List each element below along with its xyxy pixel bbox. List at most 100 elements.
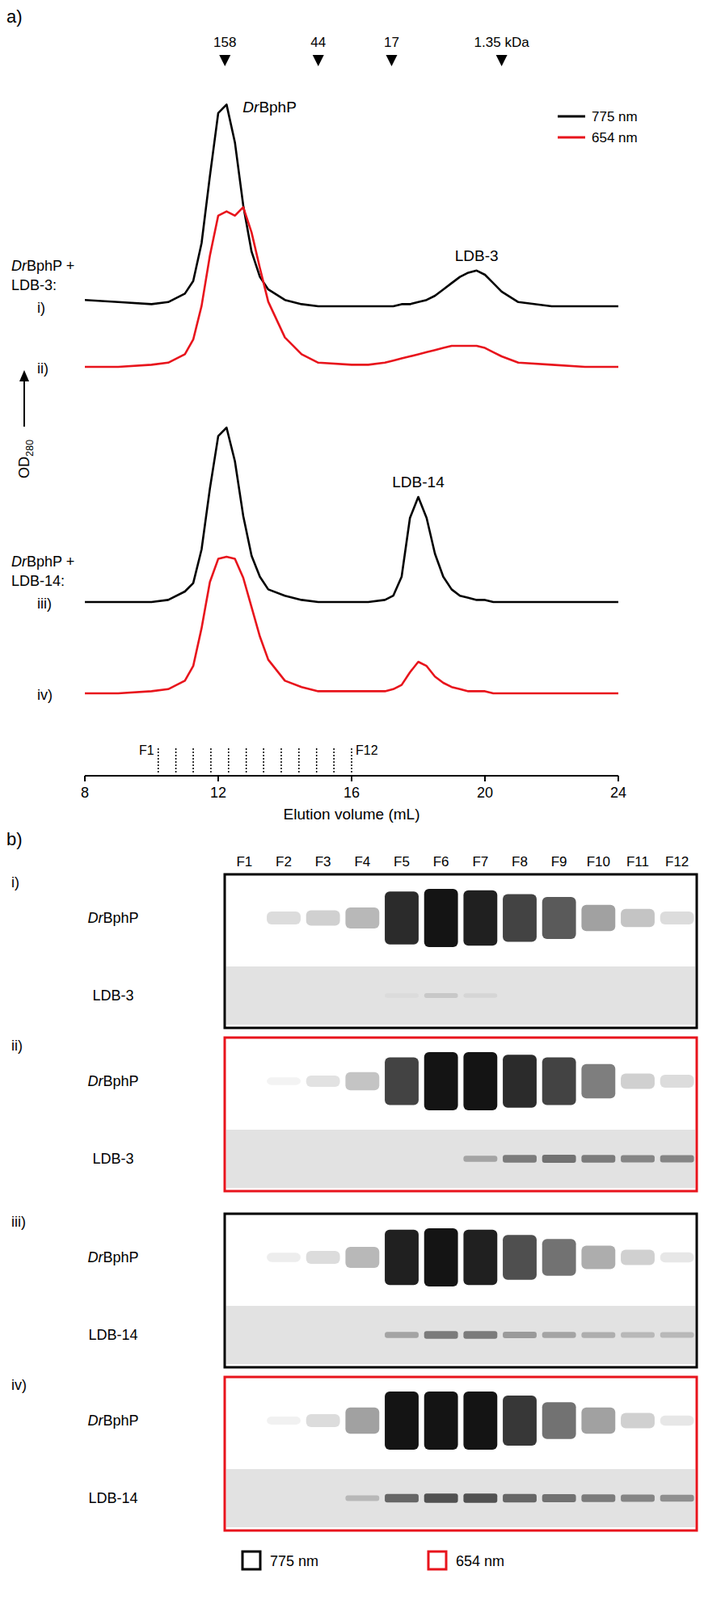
band <box>345 1333 380 1338</box>
band <box>502 994 537 999</box>
y-axis-title: OD280 <box>16 439 36 479</box>
fraction-line <box>227 748 230 775</box>
band <box>345 1072 380 1092</box>
band <box>542 1239 577 1277</box>
row-label: LDB-3 <box>92 1150 134 1168</box>
gel-strip <box>226 1129 696 1189</box>
text-part: LDB-3 <box>92 1150 134 1168</box>
text-part: i) <box>11 874 20 891</box>
x-tick-label: 12 <box>210 784 227 801</box>
text-part: F1 <box>236 854 253 870</box>
x-tick-label: 20 <box>476 784 494 801</box>
group-label: DrBphP + LDB-14: <box>11 553 75 590</box>
legend-label: 775 nm <box>591 109 638 125</box>
legend-swatch <box>557 136 586 140</box>
text-part: Dr <box>11 257 28 275</box>
panel-sublabel: iii) <box>11 1214 26 1231</box>
band <box>502 1494 537 1503</box>
legend-swatch <box>242 1551 261 1570</box>
fraction-line <box>350 748 353 775</box>
x-tick <box>617 775 620 782</box>
band <box>581 905 616 932</box>
band <box>660 1155 695 1163</box>
band <box>660 911 695 925</box>
text-part: 44 <box>310 34 326 51</box>
peak-label: LDB-3 <box>455 247 499 265</box>
text-part: 24 <box>610 784 627 801</box>
text-part: BphP <box>102 1073 139 1090</box>
fraction-label: F1 <box>139 743 155 758</box>
text-part: ii) <box>11 1037 23 1054</box>
text-part: ii) <box>37 360 49 377</box>
band <box>463 1331 498 1340</box>
y-arrow-head <box>19 370 30 382</box>
trace-label: iii) <box>37 595 52 612</box>
band <box>660 1416 695 1427</box>
text-part: LDB-3 <box>455 247 499 265</box>
band <box>306 1496 341 1501</box>
text-part: 1.35 kDa <box>474 34 531 51</box>
fraction-label: F7 <box>472 854 489 870</box>
text-part: Elution volume (mL) <box>283 805 421 823</box>
band <box>502 1054 537 1108</box>
text-part: OD <box>16 456 33 479</box>
text-part: 654 nm <box>591 130 638 146</box>
band <box>463 1155 498 1163</box>
band <box>306 1075 341 1088</box>
band <box>227 1079 262 1084</box>
text-part: LDB-14: <box>11 573 65 590</box>
x-tick <box>217 775 220 782</box>
band <box>502 1332 537 1339</box>
band <box>306 1251 341 1265</box>
gel-strip <box>226 966 696 1025</box>
band <box>542 1402 577 1440</box>
fraction-line <box>298 748 300 775</box>
row-label: DrBphP <box>87 1249 139 1266</box>
band <box>581 1155 616 1164</box>
fraction-label: F12 <box>355 743 379 758</box>
subscript: 280 <box>24 439 36 457</box>
x-tick-label: 8 <box>80 784 89 801</box>
band <box>542 1494 577 1503</box>
text-part: BphP <box>102 910 139 927</box>
band <box>306 994 341 999</box>
text-part: b) <box>6 829 23 850</box>
band <box>227 915 262 921</box>
band <box>424 1157 459 1162</box>
trace-label: iv) <box>37 687 53 704</box>
band <box>620 1412 655 1429</box>
band <box>620 909 655 928</box>
text-part: 775 nm <box>591 109 638 125</box>
band <box>384 1332 419 1339</box>
fraction-label: F3 <box>315 854 332 870</box>
band <box>227 1333 262 1338</box>
group-line: DrBphP + <box>11 553 75 570</box>
band <box>581 1408 616 1434</box>
x-tick <box>350 775 353 782</box>
text-part: F2 <box>275 854 292 870</box>
band <box>620 1155 655 1163</box>
band <box>227 1418 262 1424</box>
size-marker-label: 44 <box>310 34 326 51</box>
band <box>581 1064 616 1099</box>
x-tick <box>484 775 486 782</box>
fraction-line <box>280 748 283 775</box>
text-part: F10 <box>586 854 611 870</box>
band <box>266 994 301 999</box>
text-part: F11 <box>626 854 650 870</box>
group-label: DrBphP +LDB-3: <box>11 257 75 294</box>
fraction-line <box>316 748 318 775</box>
gel-strip <box>226 1380 696 1462</box>
band <box>424 1331 459 1340</box>
text-part: F5 <box>393 854 410 870</box>
group-line: DrBphP + <box>11 257 75 275</box>
band <box>306 1157 341 1162</box>
text-part: a) <box>6 6 23 27</box>
row-label: LDB-14 <box>88 1327 138 1344</box>
band <box>345 1496 380 1502</box>
fraction-line <box>333 748 335 775</box>
fraction-line <box>262 748 265 775</box>
band <box>463 1391 498 1451</box>
band <box>620 1249 655 1265</box>
band <box>424 1391 459 1451</box>
